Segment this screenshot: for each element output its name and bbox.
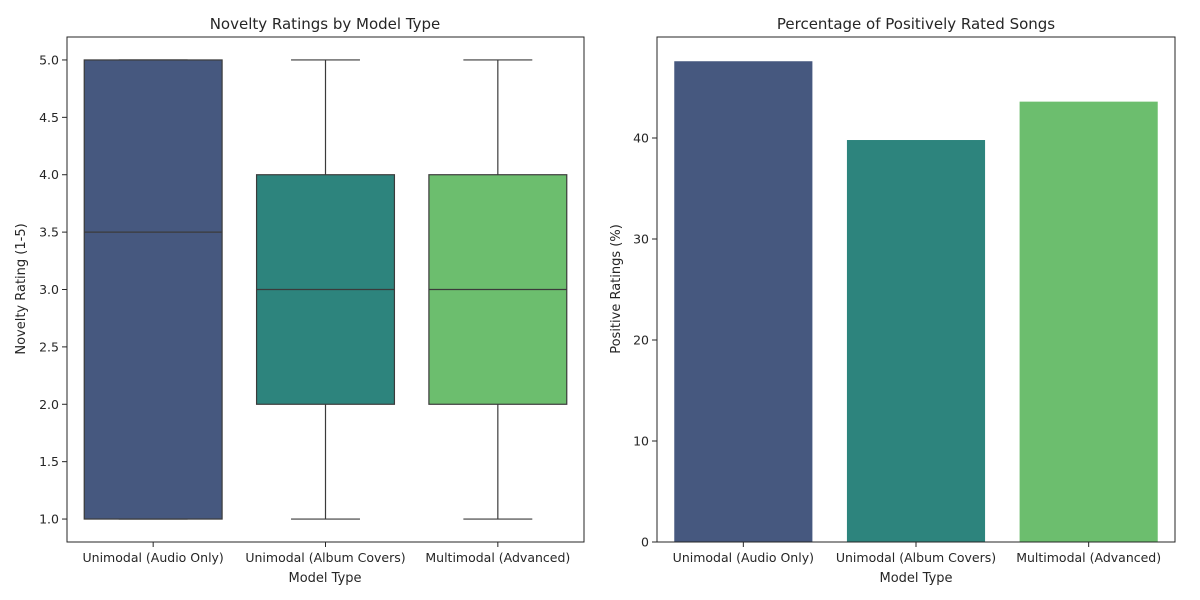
y-tick-label: 40 (633, 131, 649, 146)
x-tick-label: Unimodal (Audio Only) (673, 550, 814, 565)
x-axis-label: Model Type (879, 571, 952, 586)
x-tick-label: Multimodal (Advanced) (1016, 550, 1161, 565)
y-tick-label: 10 (633, 434, 649, 449)
x-tick-label: Unimodal (Audio Only) (83, 550, 224, 565)
bar-marks (674, 61, 1158, 543)
y-tick-label: 2.0 (39, 397, 59, 412)
plot-frame (656, 36, 1176, 543)
y-tick-label: 2.5 (39, 339, 59, 354)
x-tick-label: Multimodal (Advanced) (425, 550, 570, 565)
y-axis-label: Novelty Rating (1-5) (14, 223, 29, 354)
x-axis-ticks: Unimodal (Audio Only) Unimodal (Album Cov… (673, 542, 1161, 565)
y-tick-label: 1.5 (39, 454, 59, 469)
y-tick-label: 1.0 (39, 512, 59, 527)
y-tick-label: 3.5 (39, 225, 59, 240)
bar (846, 140, 986, 542)
y-axis-ticks: 0 10 20 30 40 (633, 131, 657, 550)
y-axis-label: Positive Ratings (%) (609, 224, 624, 354)
chart-title: Novelty Ratings by Model Type (210, 15, 441, 33)
x-tick-label: Unimodal (Album Covers) (836, 550, 996, 565)
y-tick-label: 30 (633, 232, 649, 247)
x-axis-label: Model Type (288, 571, 361, 586)
y-axis-ticks: 1.0 1.5 2.0 2.5 3.0 3.5 4.0 4.5 5.0 (39, 52, 67, 527)
bar (674, 61, 813, 543)
x-tick-label: Unimodal (Album Covers) (245, 550, 405, 565)
y-tick-label: 20 (633, 333, 649, 348)
y-tick-label: 4.0 (39, 167, 59, 182)
plot-frame (66, 36, 585, 543)
chart-title: Percentage of Positively Rated Songs (777, 15, 1055, 33)
y-tick-label: 3.0 (39, 282, 59, 297)
y-tick-label: 4.5 (39, 110, 59, 125)
y-tick-label: 5.0 (39, 52, 59, 67)
bar (1019, 101, 1158, 542)
boxplot-chart: Novelty Ratings by Model Type Model Type… (14, 15, 585, 586)
y-tick-label: 0 (641, 535, 649, 550)
x-axis-ticks: Unimodal (Audio Only) Unimodal (Album Cov… (83, 542, 570, 565)
box-marks (83, 59, 568, 520)
bar-chart: Percentage of Positively Rated Songs Mod… (609, 15, 1176, 586)
box (83, 59, 223, 520)
